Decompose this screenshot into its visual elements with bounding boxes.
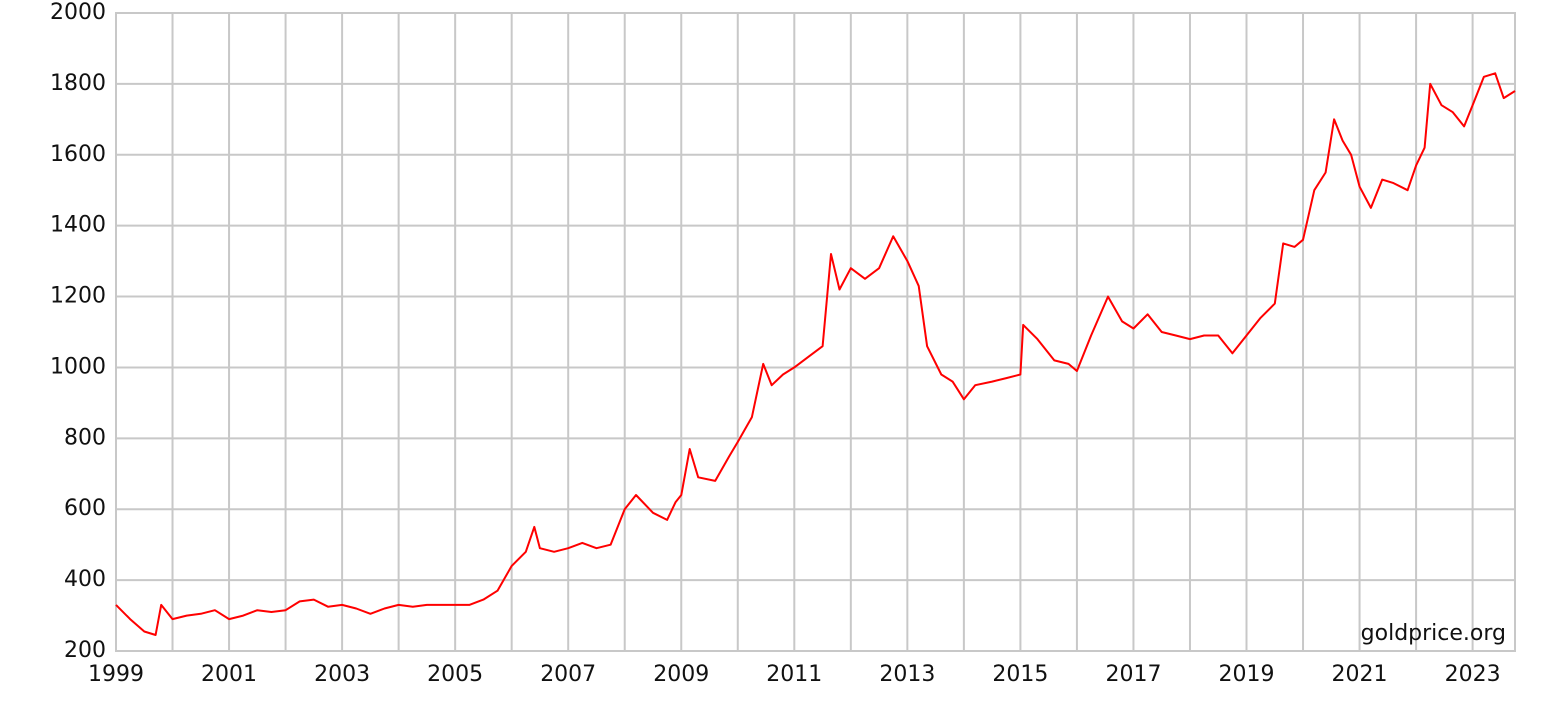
watermark: goldprice.org — [1361, 621, 1506, 646]
y-tick-label: 400 — [64, 567, 106, 592]
y-tick-label: 200 — [64, 638, 106, 663]
y-tick-label: 1800 — [50, 71, 106, 96]
x-tick-label: 2005 — [427, 662, 483, 687]
plot-frame — [115, 12, 1516, 652]
x-tick-label: 2021 — [1332, 662, 1388, 687]
y-tick-label: 1000 — [50, 354, 106, 379]
x-tick-label: 2003 — [314, 662, 370, 687]
x-tick-label: 2023 — [1445, 662, 1501, 687]
price-line — [115, 72, 1516, 636]
x-tick-label: 2017 — [1105, 662, 1161, 687]
y-tick-label: 600 — [64, 496, 106, 521]
x-tick-label: 2019 — [1219, 662, 1275, 687]
x-tick-label: 2015 — [992, 662, 1048, 687]
y-tick-label: 2000 — [50, 0, 106, 25]
y-tick-label: 800 — [64, 425, 106, 450]
x-tick-label: 1999 — [88, 662, 144, 687]
x-tick-label: 2007 — [540, 662, 596, 687]
y-tick-label: 1200 — [50, 284, 106, 309]
y-tick-label: 1600 — [50, 142, 106, 167]
x-tick-label: 2009 — [653, 662, 709, 687]
x-tick-label: 2013 — [879, 662, 935, 687]
x-tick-label: 2011 — [766, 662, 822, 687]
y-tick-label: 1400 — [50, 213, 106, 238]
x-tick-label: 2001 — [201, 662, 257, 687]
